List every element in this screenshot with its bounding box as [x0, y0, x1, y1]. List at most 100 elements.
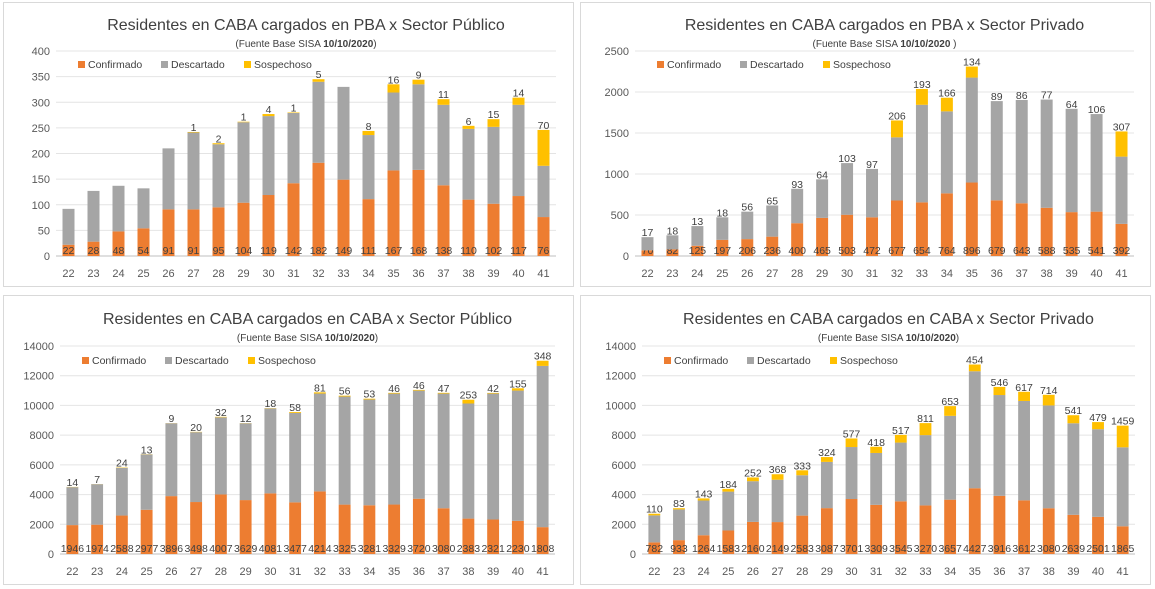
data-label-descartado: 77 — [1041, 90, 1053, 102]
data-label-sospechoso: 14 — [67, 477, 79, 489]
bar-confirmado — [388, 504, 401, 554]
x-tick-label: 24 — [112, 268, 124, 280]
bar-descartado — [915, 104, 928, 203]
bar-sospechoso — [894, 434, 907, 443]
bar-descartado — [666, 235, 679, 250]
data-label-sospechoso: 479 — [1089, 412, 1107, 424]
bar-descartado — [940, 111, 953, 194]
data-label-sospechoso: 2 — [216, 133, 222, 145]
bar-descartado — [190, 432, 203, 503]
bar-descartado — [387, 92, 400, 171]
data-label-confirmado: 400 — [788, 245, 806, 257]
data-label-descartado: 56 — [741, 202, 753, 214]
data-label-sospechoso: 81 — [314, 382, 326, 394]
bar-confirmado — [511, 520, 524, 554]
bar-confirmado — [1115, 223, 1128, 256]
data-label-confirmado: 643 — [1013, 245, 1031, 257]
chart-subtitle: (Fuente Base SISA 10/10/2020) — [235, 39, 376, 50]
bar-descartado — [162, 148, 175, 210]
data-label-sospechoso: 307 — [1113, 121, 1131, 133]
data-label-confirmado: 1946 — [61, 543, 85, 555]
bar-descartado — [919, 435, 932, 506]
bar-confirmado — [1040, 207, 1053, 256]
bar-descartado — [137, 188, 150, 229]
bar-descartado — [115, 467, 128, 516]
y-tick-label: 10000 — [605, 400, 636, 412]
data-label-confirmado: 206 — [739, 245, 757, 257]
bar-confirmado — [412, 498, 425, 554]
x-tick-label: 30 — [841, 268, 853, 280]
data-label-sospechoso: 47 — [438, 383, 450, 395]
bar-descartado — [845, 447, 858, 500]
bar-descartado — [944, 415, 957, 500]
legend-swatch-sospechoso — [823, 61, 830, 68]
bar-descartado — [289, 412, 302, 503]
bar-confirmado — [91, 524, 104, 554]
x-tick-label: 29 — [816, 268, 828, 280]
x-tick-label: 26 — [162, 268, 174, 280]
y-tick-label: 6000 — [30, 460, 54, 472]
y-tick-label: 0 — [48, 549, 54, 561]
data-label-confirmado: 1865 — [1111, 543, 1135, 555]
bar-sospechoso — [1042, 394, 1055, 406]
data-label-confirmado: 3087 — [815, 543, 839, 555]
x-tick-label: 28 — [791, 268, 803, 280]
y-tick-label: 350 — [32, 72, 50, 84]
bar-confirmado — [666, 249, 679, 256]
bar-confirmado — [187, 209, 200, 256]
x-tick-label: 31 — [289, 566, 301, 578]
bar-confirmado — [66, 525, 79, 554]
bar-descartado — [437, 104, 450, 186]
bar-sospechoso — [487, 392, 500, 394]
x-tick-label: 30 — [264, 566, 276, 578]
bar-descartado — [536, 365, 549, 528]
bar-descartado — [816, 179, 829, 218]
data-label-descartado: 97 — [866, 159, 878, 171]
data-label-confirmado: 82 — [667, 245, 679, 257]
legend-label-descartado: Descartado — [757, 355, 811, 367]
x-tick-label: 32 — [312, 268, 324, 280]
bar-confirmado — [641, 250, 654, 256]
data-label-sospechoso: 517 — [892, 425, 910, 437]
data-label-descartado: 89 — [991, 91, 1003, 103]
bar-confirmado — [289, 502, 302, 554]
bar-sospechoso — [1018, 391, 1030, 401]
data-label-sospechoso: 333 — [793, 460, 811, 472]
data-label-confirmado: 2149 — [766, 543, 790, 555]
bar-confirmado — [890, 200, 903, 256]
x-tick-label: 35 — [969, 566, 981, 578]
x-tick-label: 35 — [387, 268, 399, 280]
x-tick-label: 25 — [722, 566, 734, 578]
data-label-sospechoso: 18 — [265, 398, 277, 410]
bar-confirmado — [965, 182, 978, 256]
data-label-confirmado: 111 — [361, 245, 377, 257]
bar-descartado — [487, 393, 500, 520]
y-tick-label: 8000 — [612, 430, 636, 442]
bar-sospechoso — [289, 411, 302, 413]
y-tick-label: 2000 — [612, 519, 636, 531]
data-label-sospechoso: 454 — [966, 355, 984, 367]
x-tick-label: 38 — [1043, 566, 1055, 578]
chart-panel-pba-privado: 0 500 1000 1500 2000 2500 Residentes en CABA c… — [580, 2, 1151, 287]
chart-subtitle: (Fuente Base SISA 10/10/2020 ) — [813, 39, 957, 50]
bar-sospechoso — [965, 66, 978, 78]
bar-descartado — [641, 237, 654, 251]
bar-sospechoso — [312, 79, 325, 82]
y-tick-label: 6000 — [612, 460, 636, 472]
data-label-sospechoso: 46 — [413, 380, 425, 392]
legend-swatch-sospechoso — [248, 357, 255, 364]
data-label-confirmado: 3657 — [938, 543, 962, 555]
chart-svg: 0 500 1000 1500 2000 2500 Residentes en CABA c… — [605, 17, 1134, 280]
bar-confirmado — [462, 518, 475, 554]
data-label-sospechoso: 1 — [241, 112, 247, 124]
x-tick-label: 24 — [116, 566, 128, 578]
bar-descartado — [237, 122, 250, 203]
data-label-sospechoso: 1 — [191, 122, 197, 134]
bar-sospechoso — [362, 130, 375, 136]
data-label-confirmado: 764 — [938, 245, 956, 257]
x-tick-label: 38 — [462, 268, 474, 280]
data-label-confirmado: 236 — [763, 245, 781, 257]
bar-descartado — [212, 144, 225, 208]
bar-confirmado — [437, 185, 450, 256]
data-label-sospechoso: 546 — [991, 377, 1009, 389]
